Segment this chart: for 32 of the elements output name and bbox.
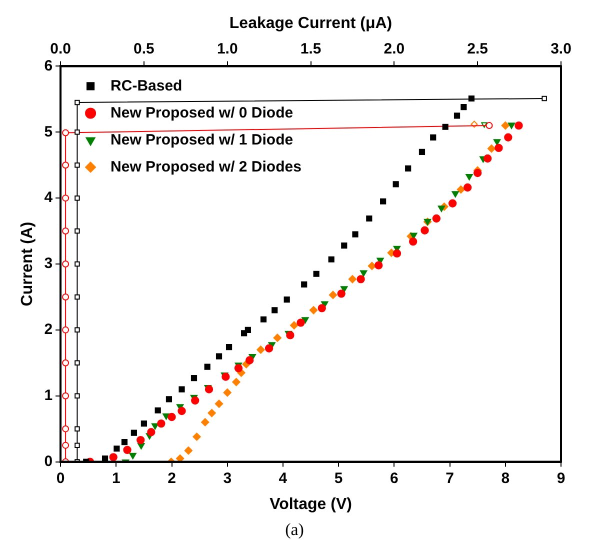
x2-tick-label: 1.0	[216, 40, 238, 58]
x-tick-label: 9	[556, 470, 566, 487]
x-tick-label: 5	[334, 470, 343, 487]
legend-label: RC-Based	[110, 77, 182, 94]
x-tick-label: 0	[56, 470, 65, 487]
x-tick-label: 1	[112, 470, 120, 487]
x2-tick-label: 0.0	[50, 40, 71, 58]
y-tick-label: 0	[44, 452, 53, 470]
legend-label: New Proposed w/ 2 Diodes	[110, 158, 302, 176]
y-axis-title: Current (A)	[19, 222, 36, 306]
x2-tick-label: 3.0	[550, 40, 572, 58]
y-tick-label: 5	[44, 123, 53, 140]
x2-axis-title: Leakage Current (μA)	[229, 15, 392, 32]
legend-label: New Proposed w/ 1 Diode	[110, 131, 294, 148]
x2-tick-label: 2.5	[467, 40, 488, 58]
y-tick-label: 1	[44, 387, 53, 404]
y-tick-label: 3	[44, 255, 53, 272]
x2-tick-label: 1.5	[300, 40, 322, 58]
x-tick-label: 2	[168, 470, 176, 487]
y-tick-label: 4	[44, 189, 54, 206]
y-tick-label: 6	[44, 57, 53, 74]
x-axis-title: Voltage (V)	[270, 496, 352, 513]
text: (a)	[284, 520, 305, 540]
legend-label: New Proposed w/ 0 Diode	[110, 104, 294, 122]
x-tick-label: 3	[223, 470, 232, 487]
x-tick-label: 8	[501, 470, 510, 487]
x2-tick-label: 0.5	[134, 40, 154, 58]
x-tick-label: 6	[390, 470, 398, 487]
y-tick-label: 2	[44, 321, 53, 338]
x2-tick-label: 2.0	[384, 40, 405, 58]
x-tick-label: 7	[446, 470, 454, 487]
x-tick-label: 4	[278, 470, 288, 487]
